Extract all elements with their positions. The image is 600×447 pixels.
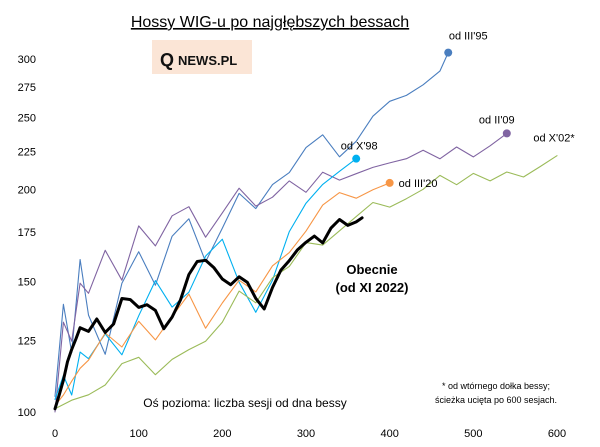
y-tick-label-125: 125 xyxy=(18,335,36,347)
series-line-od-x-98 xyxy=(54,158,357,400)
annotation-line1: Obecnie xyxy=(346,262,397,277)
series-end-marker-od-iii-95 xyxy=(444,48,453,57)
logo: Q NEWS.PL xyxy=(152,40,252,74)
y-tick-label-275: 275 xyxy=(18,82,36,94)
series-label-od-x-98: od X'98 xyxy=(341,141,378,153)
y-tick-label-200: 200 xyxy=(18,184,36,196)
x-axis-label: Oś pozioma: liczba sesji od dna bessy xyxy=(143,396,346,410)
series-line-od-ii-09 xyxy=(54,132,508,413)
series-end-marker-od-iii-20 xyxy=(385,178,394,187)
logo-background xyxy=(152,40,252,74)
logo-q: Q xyxy=(160,50,174,70)
logo-text: NEWS.PL xyxy=(178,53,237,68)
series-end-marker-od-x-98 xyxy=(352,154,361,163)
x-tick-label-400: 400 xyxy=(380,428,398,440)
x-tick-label-600: 600 xyxy=(548,428,566,440)
y-tick-label-300: 300 xyxy=(18,54,36,66)
y-tick-label-100: 100 xyxy=(18,407,36,419)
series-layer xyxy=(53,52,558,413)
x-tick-label-100: 100 xyxy=(129,428,147,440)
x-tick-label-500: 500 xyxy=(464,428,482,440)
series-label-od-ii-09: od II'09 xyxy=(479,114,515,126)
x-axis: 0 100 200 300 400 500 600 xyxy=(52,428,566,440)
y-axis: 100 125 150 175 200 225 250 275 300 xyxy=(18,54,36,419)
y-tick-label-225: 225 xyxy=(18,146,36,158)
series-label-od-iii-95: od III'95 xyxy=(449,31,488,43)
series-line-obecnie xyxy=(53,216,364,411)
marker-layer: od III'95 od II'09 od X'98 od III'20 od X'02… xyxy=(341,31,576,190)
footnote-line2: ścieżka ucięta po 600 sesjach. xyxy=(435,395,557,405)
y-tick-label-150: 150 xyxy=(18,277,36,289)
x-tick-label-200: 200 xyxy=(213,428,231,440)
series-line-od-iii-20 xyxy=(54,182,391,407)
series-label-od-x-02: od X'02* xyxy=(533,133,575,145)
annotation-line2: (od XI 2022) xyxy=(336,280,409,295)
series-end-marker-od-ii-09 xyxy=(502,129,511,138)
x-tick-label-300: 300 xyxy=(297,428,315,440)
series-line-od-iii-95 xyxy=(54,52,449,397)
y-tick-label-250: 250 xyxy=(18,113,36,125)
footnote-line1: * od wtórnego dołka bessy; xyxy=(442,381,550,391)
series-line-od-x-02 xyxy=(54,155,558,410)
x-tick-label-0: 0 xyxy=(52,428,58,440)
y-tick-label-175: 175 xyxy=(18,227,36,239)
series-label-od-iii-20: od III'20 xyxy=(399,178,438,190)
chart-title: Hossy WIG-u po najgłębszych bessach xyxy=(131,14,409,31)
